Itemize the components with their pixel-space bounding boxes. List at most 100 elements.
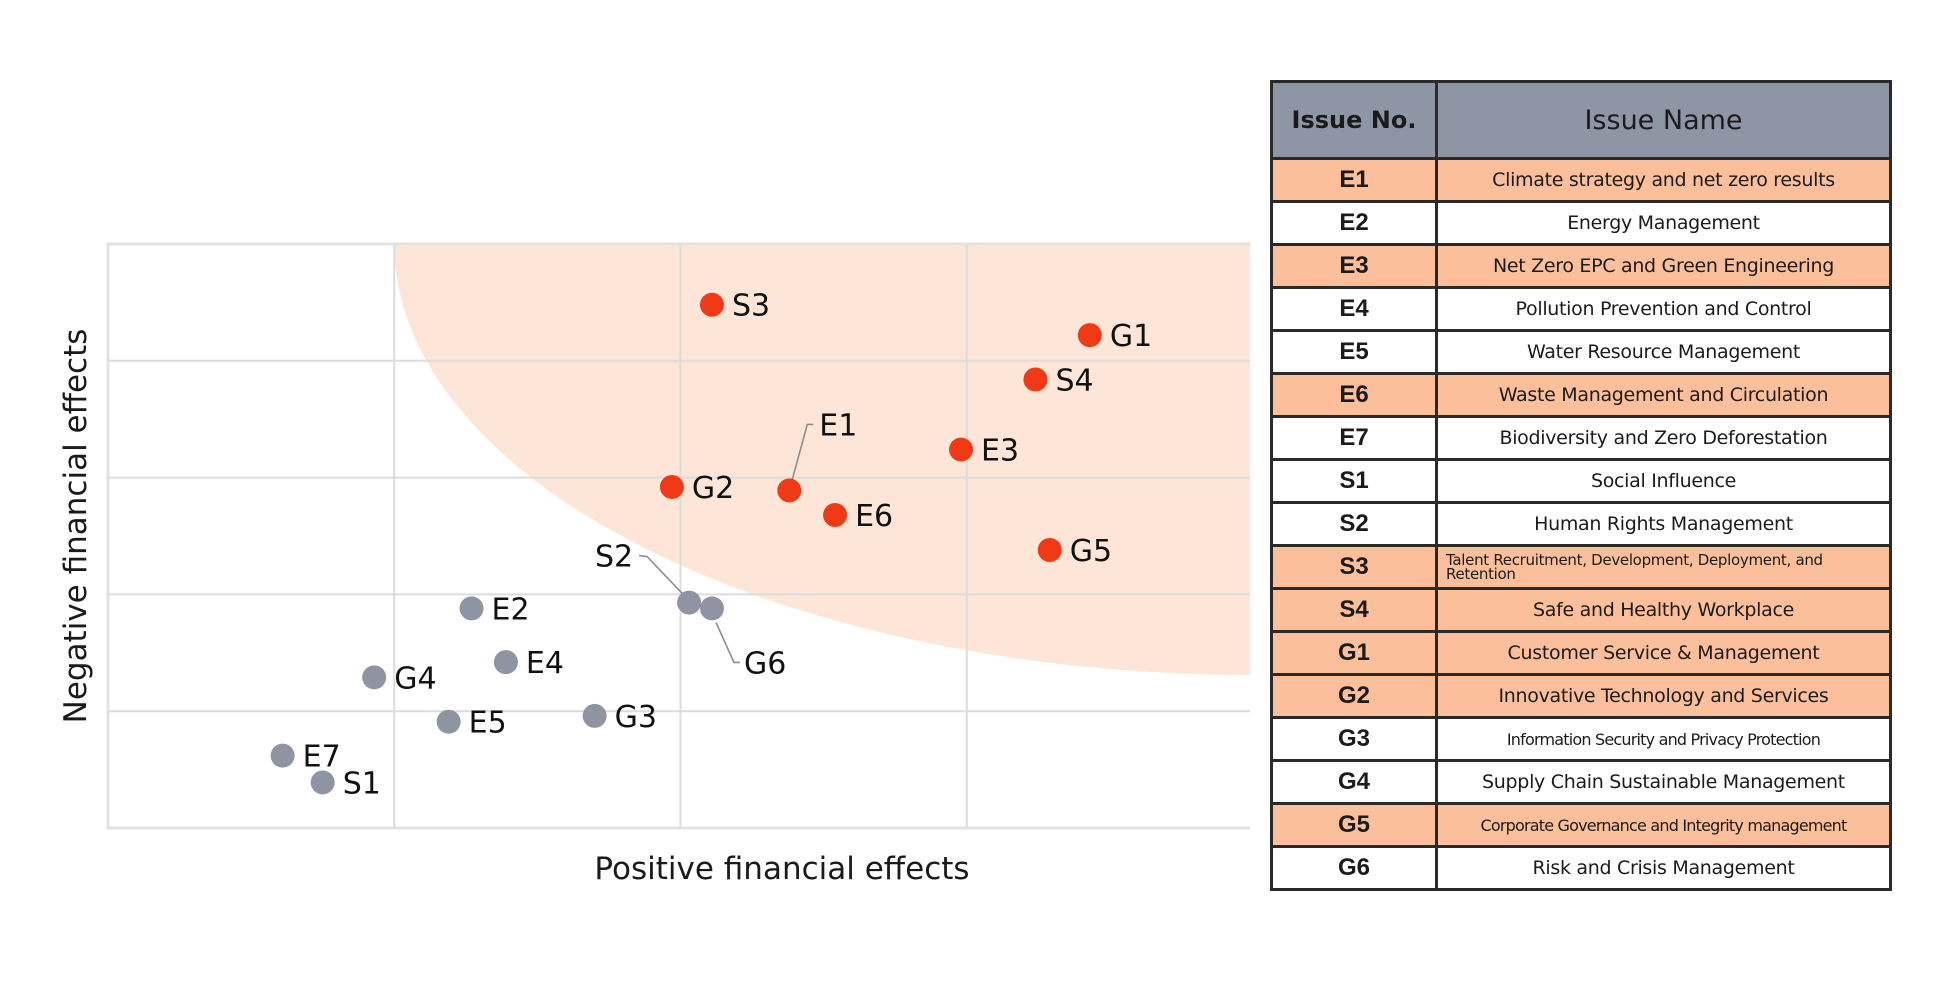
issue-name-cell: Safe and Healthy Workplace	[1435, 587, 1892, 633]
point-g4	[362, 665, 387, 690]
point-e5	[436, 709, 461, 734]
issue-no-cell: E1	[1270, 157, 1438, 203]
point-e6	[823, 502, 848, 527]
point-label-e1: E1	[819, 408, 857, 443]
point-label-g2: G2	[692, 471, 734, 506]
issue-no-cell: E3	[1270, 243, 1438, 289]
table-row: S4 Safe and Healthy Workplace	[1270, 587, 1892, 633]
point-e2	[459, 596, 484, 621]
table-header-row: Issue No. Issue Name	[1270, 80, 1892, 160]
point-label-s4: S4	[1055, 363, 1093, 398]
point-label-g3: G3	[615, 700, 657, 735]
issue-no-cell: E4	[1270, 286, 1438, 332]
point-g3	[582, 703, 607, 728]
issue-no-cell: E7	[1270, 415, 1438, 461]
issue-name-cell: Customer Service & Management	[1435, 630, 1892, 676]
issue-name-cell: Net Zero EPC and Green Engineering	[1435, 243, 1892, 289]
point-label-s3: S3	[732, 289, 770, 324]
issue-name-cell: Biodiversity and Zero Deforestation	[1435, 415, 1892, 461]
issue-no-cell: S1	[1270, 458, 1438, 504]
issue-no-cell: G5	[1270, 802, 1438, 848]
table-row: S3 Talent Recruitment, Development, Deplo…	[1270, 544, 1892, 590]
point-g6	[699, 596, 724, 621]
point-label-s2: S2	[595, 540, 633, 575]
table-row: E3 Net Zero EPC and Green Engineering	[1270, 243, 1892, 289]
material-zone	[394, 244, 1250, 675]
header-issue-name: Issue Name	[1435, 80, 1892, 160]
issue-name-cell: Social Influence	[1435, 458, 1892, 504]
point-e1	[777, 478, 802, 503]
point-g5	[1037, 538, 1062, 563]
leader-line-s2	[638, 554, 688, 600]
issue-no-cell: E6	[1270, 372, 1438, 418]
table-row: S2 Human Rights Management	[1270, 501, 1892, 547]
header-issue-no: Issue No.	[1270, 80, 1438, 160]
point-e4	[493, 650, 518, 675]
issue-no-cell: G1	[1270, 630, 1438, 676]
issue-name-cell: Supply Chain Sustainable Management	[1435, 759, 1892, 805]
point-label-e2: E2	[492, 592, 530, 627]
table-row: G3 Information Security and Privacy Prote…	[1270, 716, 1892, 762]
data-points	[270, 292, 1102, 795]
leader-lines	[638, 423, 814, 664]
point-e7	[270, 743, 295, 768]
point-label-g4: G4	[394, 661, 436, 696]
issue-name-cell: Energy Management	[1435, 200, 1892, 246]
plot-frame	[106, 242, 1250, 830]
issue-name-cell: Innovative Technology and Services	[1435, 673, 1892, 719]
table-row: E5 Water Resource Management	[1270, 329, 1892, 375]
table-row: S1 Social Influence	[1270, 458, 1892, 504]
y-axis-title: Negative financial effects	[58, 329, 94, 724]
table-body: E1 Climate strategy and net zero results E…	[1270, 157, 1892, 891]
issue-name-cell: Pollution Prevention and Control	[1435, 286, 1892, 332]
point-s4	[1023, 367, 1048, 392]
issue-name-cell: Risk and Crisis Management	[1435, 845, 1892, 891]
leader-line-e1	[791, 423, 814, 480]
point-s2	[677, 590, 702, 615]
point-label-e6: E6	[855, 499, 893, 534]
leader-line-g6	[715, 622, 740, 664]
table-row: E6 Waste Management and Circulation	[1270, 372, 1892, 418]
table-row: E1 Climate strategy and net zero results	[1270, 157, 1892, 203]
x-axis-title: Positive financial effects	[594, 851, 969, 887]
point-label-e4: E4	[526, 646, 564, 681]
point-label-g5: G5	[1070, 534, 1112, 569]
table-row: G4 Supply Chain Sustainable Management	[1270, 759, 1892, 805]
issue-name-cell: Water Resource Management	[1435, 329, 1892, 375]
issue-no-cell: S2	[1270, 501, 1438, 547]
table-row: G2 Innovative Technology and Services	[1270, 673, 1892, 719]
point-e3	[949, 437, 974, 462]
issue-name-cell: Talent Recruitment, Development, Deploym…	[1435, 544, 1892, 590]
issue-no-cell: S3	[1270, 544, 1438, 590]
issue-no-cell: E2	[1270, 200, 1438, 246]
table-row: G6 Risk and Crisis Management	[1270, 845, 1892, 891]
issue-name-cell: Climate strategy and net zero results	[1435, 157, 1892, 203]
point-label-e7: E7	[303, 740, 341, 775]
table-row: E4 Pollution Prevention and Control	[1270, 286, 1892, 332]
point-label-s1: S1	[343, 766, 381, 801]
issue-name-cell: Human Rights Management	[1435, 501, 1892, 547]
point-label-e5: E5	[469, 706, 507, 741]
issue-name-cell: Waste Management and Circulation	[1435, 372, 1892, 418]
point-g2	[659, 474, 684, 499]
issue-no-cell: E5	[1270, 329, 1438, 375]
issue-no-cell: G6	[1270, 845, 1438, 891]
issue-no-cell: G3	[1270, 716, 1438, 762]
point-label-e3: E3	[981, 434, 1019, 469]
table-row: G1 Customer Service & Management	[1270, 630, 1892, 676]
issue-no-cell: S4	[1270, 587, 1438, 633]
issue-table: Issue No. Issue Name E1 Climate strategy …	[1270, 80, 1892, 891]
point-label-g6: G6	[744, 646, 786, 681]
issue-name-cell: Information Security and Privacy Protect…	[1435, 716, 1892, 762]
table-row: E7 Biodiversity and Zero Deforestation	[1270, 415, 1892, 461]
point-label-g1: G1	[1110, 319, 1152, 354]
table-row: G5 Corporate Governance and Integrity man…	[1270, 802, 1892, 848]
point-s1	[310, 770, 335, 795]
issue-no-cell: G4	[1270, 759, 1438, 805]
issue-name-cell: Corporate Governance and Integrity manag…	[1435, 802, 1892, 848]
issue-no-cell: G2	[1270, 673, 1438, 719]
point-s3	[699, 292, 724, 317]
table-row: E2 Energy Management	[1270, 200, 1892, 246]
